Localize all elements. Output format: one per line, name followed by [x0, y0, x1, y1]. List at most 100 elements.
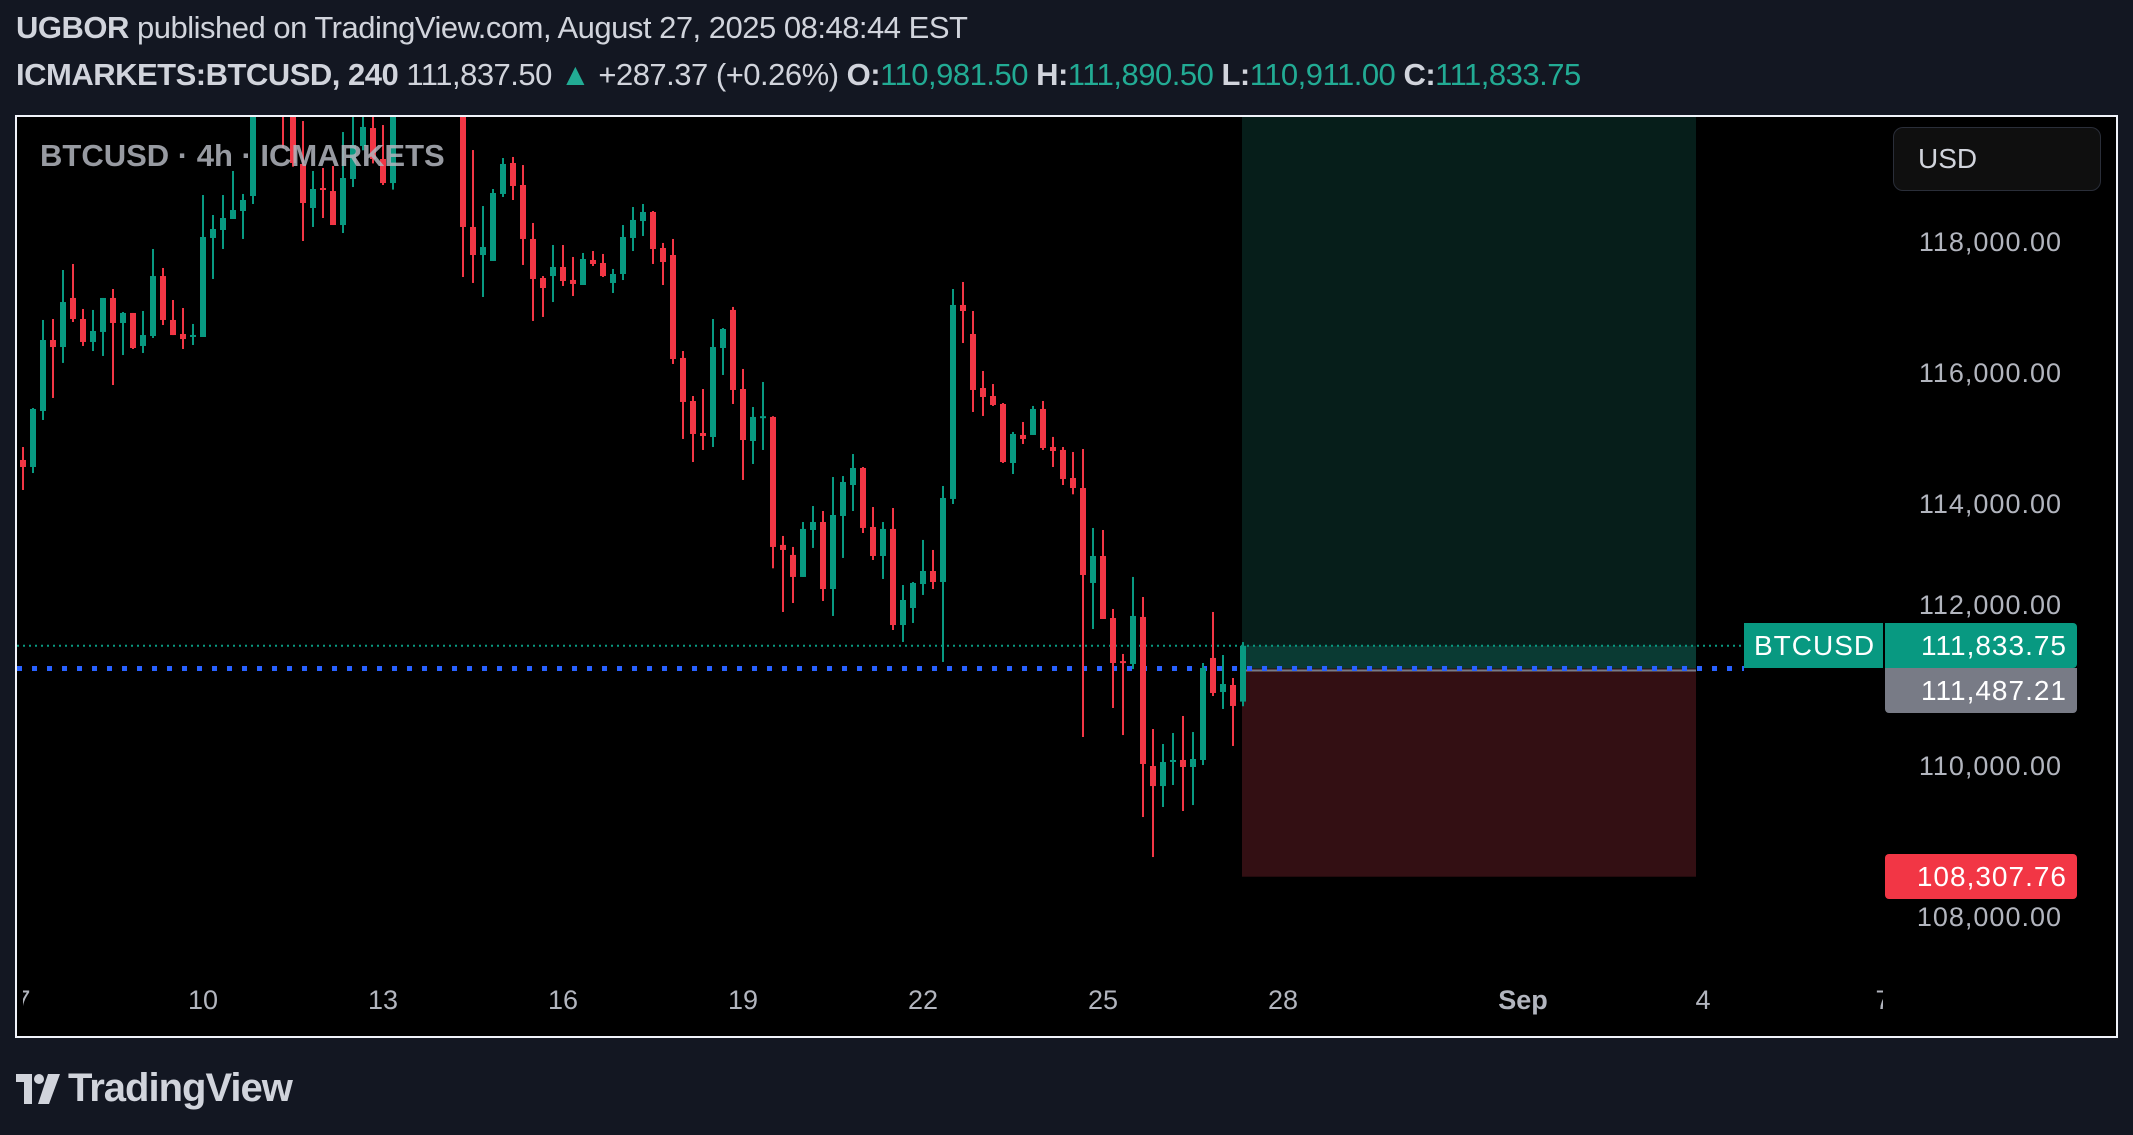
candle-body: [640, 211, 646, 222]
candle-body: [330, 191, 336, 226]
bearish-candle: [960, 281, 966, 344]
candle-wick: [142, 311, 144, 353]
candle-wick: [562, 244, 564, 286]
candle-body: [1230, 685, 1236, 706]
last-price: 111,837.50: [406, 57, 552, 92]
bearish-candle: [1040, 400, 1046, 450]
candle-body: [530, 238, 536, 279]
bearish-candle: [930, 549, 936, 589]
long-position-tool[interactable]: [1242, 117, 1696, 877]
candle-body: [230, 210, 236, 219]
candle-body: [890, 528, 896, 626]
high-label: H:: [1036, 57, 1068, 92]
symbol-name: ICMARKETS:BTCUSD, 240: [16, 57, 399, 92]
bullish-candle: [220, 195, 226, 249]
bearish-candle: [790, 546, 796, 604]
price-lines: [17, 644, 1744, 671]
candle-body: [1200, 667, 1206, 760]
candle-body: [250, 117, 256, 197]
candle-wick: [1022, 422, 1024, 445]
candle-body: [970, 333, 976, 390]
up-arrow-icon: ▲: [560, 57, 591, 92]
price-tick-label: 116,000.00: [1918, 357, 2062, 388]
candle-wick: [272, 0, 274, 52]
candle-body: [1170, 759, 1176, 762]
bullish-candle: [1190, 732, 1196, 806]
candle-body: [670, 255, 676, 360]
currency-button[interactable]: USD: [1893, 127, 2101, 191]
bearish-candle: [980, 370, 986, 416]
author-name[interactable]: UGBOR: [16, 10, 129, 45]
stop-price-tag: 108,307.76: [1885, 853, 2077, 899]
bullish-candle: [500, 158, 506, 197]
bullish-candle: [810, 506, 816, 548]
bearish-candle: [1020, 422, 1026, 445]
bullish-candle: [350, 117, 356, 188]
price-tick-label: 118,000.00: [1918, 226, 2062, 257]
candle-body: [1140, 616, 1146, 764]
candle-body: [210, 229, 216, 238]
open-label: O:: [846, 57, 881, 92]
bullish-candle: [940, 485, 946, 662]
candle-body: [480, 247, 486, 256]
candle-wick: [922, 539, 924, 595]
candle-wick: [992, 384, 994, 406]
candle-body: [150, 276, 156, 337]
candle-body: [520, 185, 526, 239]
bearish-candle: [780, 535, 786, 612]
candle-body: [830, 514, 836, 589]
close-value: 111,833.75: [1435, 57, 1581, 92]
high-value: 111,890.50: [1067, 57, 1214, 92]
time-tick-label: 25: [1087, 985, 1119, 1015]
bearish-candle: [70, 263, 76, 323]
candle-body: [190, 334, 196, 337]
bullish-candle: [60, 270, 66, 363]
candle-body: [560, 266, 566, 282]
candle-wick: [282, 117, 284, 149]
candle-body: [360, 126, 366, 146]
candle-body: [1030, 408, 1036, 435]
bearish-candle: [460, 117, 466, 278]
bearish-candle: [1080, 448, 1086, 738]
candle-body: [380, 159, 386, 184]
candle-wick: [1212, 611, 1214, 697]
time-tick-label: 7: [15, 985, 31, 1015]
bullish-candle: [1160, 744, 1166, 808]
candle-wick: [962, 281, 964, 344]
candle-wick: [52, 318, 54, 398]
candle-body: [1060, 449, 1066, 479]
tradingview-logo[interactable]: TradingView: [16, 1066, 293, 1111]
bullish-candle: [1170, 733, 1176, 786]
candle-body: [1190, 759, 1196, 767]
bullish-candle: [900, 585, 906, 642]
candle-body: [140, 335, 146, 346]
time-tick-label: 28: [1267, 985, 1299, 1015]
candle-body: [840, 481, 846, 516]
bearish-candle: [20, 447, 26, 490]
candle-body: [510, 162, 516, 186]
candle-wick: [1152, 729, 1154, 858]
candle-wick: [472, 150, 474, 283]
candle-body: [1130, 615, 1136, 664]
chart-pane[interactable]: [15, 115, 2118, 1038]
bearish-candle: [650, 211, 656, 264]
bearish-candle: [890, 507, 896, 630]
candle-wick: [92, 309, 94, 352]
candle-body: [500, 163, 506, 194]
candle-body: [900, 600, 906, 626]
bearish-candle: [1110, 608, 1116, 708]
bullish-candle: [580, 252, 586, 286]
bearish-candle: [440, 0, 446, 26]
bearish-candle: [690, 396, 696, 463]
candle-body: [290, 117, 296, 163]
candle-wick: [192, 323, 194, 345]
bearish-candle: [320, 167, 326, 219]
bullish-candle: [390, 117, 396, 190]
publish-text: published on TradingView.com, August 27,…: [137, 10, 968, 45]
candle-wick: [1172, 733, 1174, 786]
candle-body: [950, 304, 956, 499]
candle-body: [770, 416, 776, 547]
candle-body: [850, 467, 856, 486]
candle-body: [240, 200, 246, 212]
price-tick-label: 108,000.00: [1916, 901, 2062, 932]
